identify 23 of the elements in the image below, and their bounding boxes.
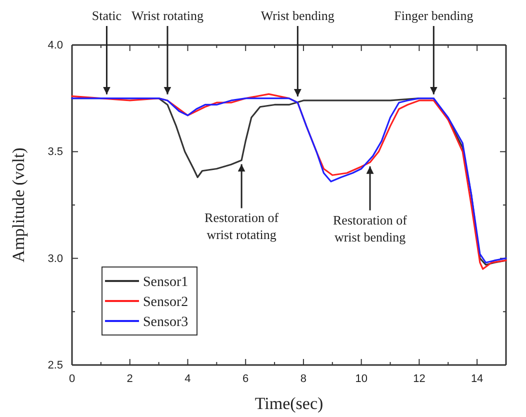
y-axis-title: Amplitude (volt)	[9, 148, 28, 262]
x-tick-label: 0	[68, 372, 76, 385]
y-tick-label: 3.5	[48, 146, 63, 158]
annotation: Restoration of wrist rotating	[204, 210, 280, 242]
x-tick-label: 4	[184, 372, 191, 385]
y-tick-label: 4.0	[48, 40, 63, 52]
legend-label: Sensor1	[143, 275, 188, 290]
x-tick-label: 8	[300, 372, 307, 385]
annotation: Wrist bending	[260, 8, 335, 23]
y-tick-label: 3.0	[48, 252, 63, 265]
legend-label: Sensor3	[143, 315, 188, 330]
x-tick-label: 14	[470, 372, 484, 385]
x-tick-label: 10	[355, 372, 368, 385]
annotation: Wrist rotating	[131, 8, 204, 23]
y-tick-label: 2.5	[48, 360, 63, 372]
legend-label: Sensor2	[143, 295, 188, 310]
x-tick-label: 6	[242, 372, 249, 385]
x-tick-label: 2	[126, 372, 133, 385]
annotation: Static	[92, 8, 122, 23]
annotation: Restoration of wrist bending	[333, 212, 408, 244]
annotation: Finger bending	[394, 8, 474, 23]
x-axis-title: Time(sec)	[254, 394, 324, 413]
x-tick-label: 12	[413, 372, 426, 385]
